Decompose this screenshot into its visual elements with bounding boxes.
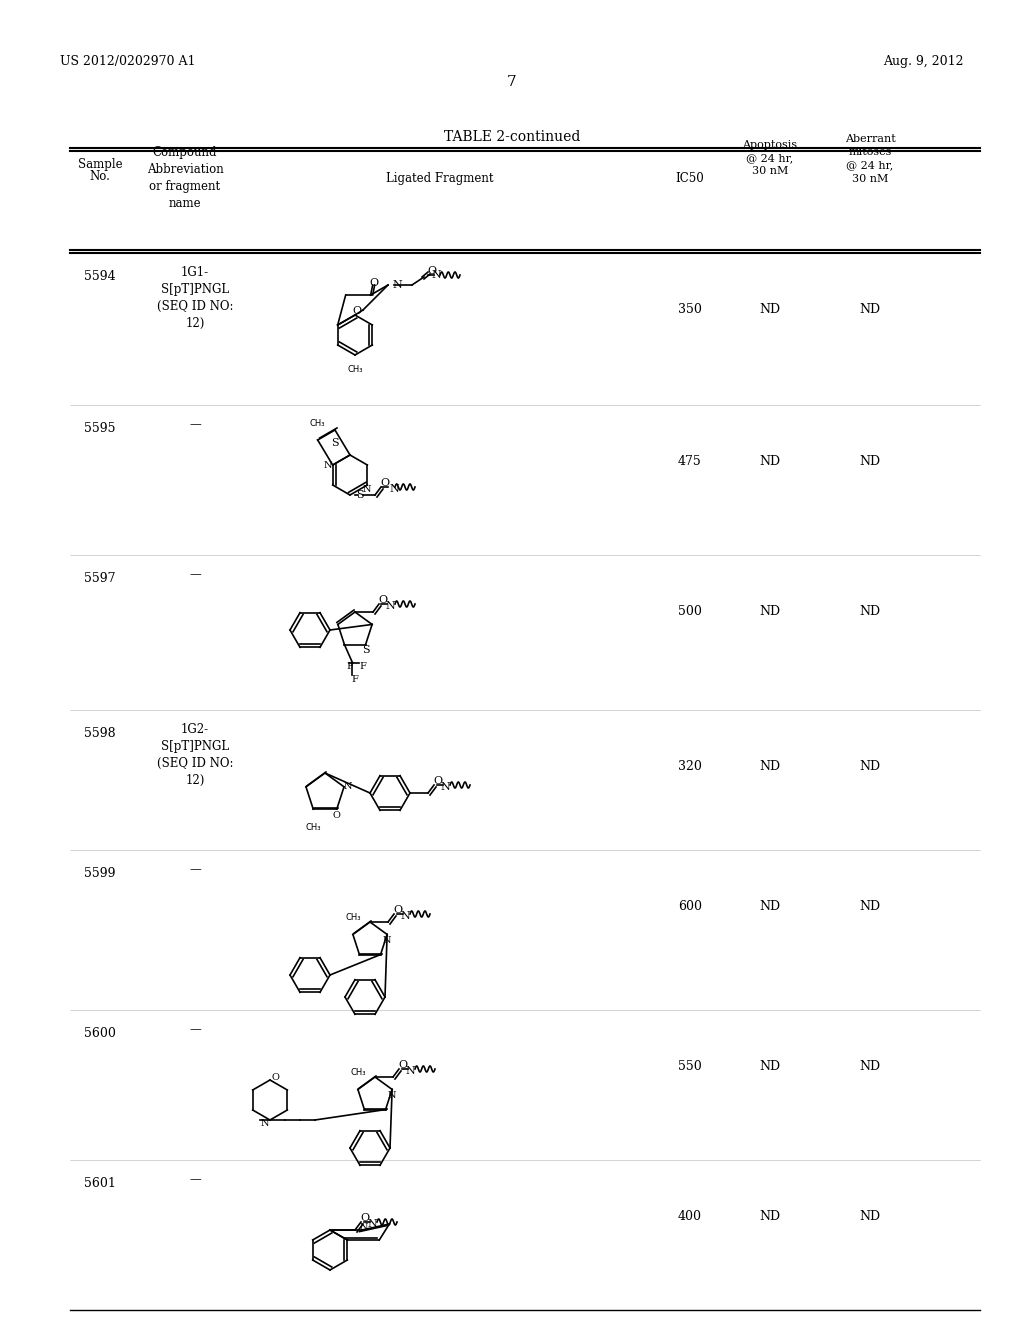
- Text: O: O: [433, 776, 442, 785]
- Text: ND: ND: [859, 1060, 881, 1073]
- Text: N: N: [344, 783, 352, 791]
- Text: N: N: [431, 271, 441, 280]
- Text: O: O: [360, 1213, 370, 1224]
- Text: ND: ND: [760, 605, 780, 618]
- Text: N: N: [385, 601, 395, 611]
- Text: O: O: [352, 305, 361, 315]
- Text: ND: ND: [760, 1060, 780, 1073]
- Text: 320: 320: [678, 760, 701, 774]
- Text: 475: 475: [678, 455, 701, 469]
- Text: ND: ND: [859, 605, 881, 618]
- Text: 5600: 5600: [84, 1027, 116, 1040]
- Text: —: —: [189, 1173, 201, 1185]
- Text: N: N: [368, 1218, 377, 1229]
- Text: Apoptosis
@ 24 hr,
30 nM: Apoptosis @ 24 hr, 30 nM: [742, 140, 798, 177]
- Text: CH₃: CH₃: [347, 366, 362, 374]
- Text: CH₃: CH₃: [310, 418, 326, 428]
- Text: S: S: [356, 490, 364, 500]
- Text: Sample: Sample: [78, 158, 122, 172]
- Text: F: F: [346, 663, 353, 671]
- Text: 400: 400: [678, 1210, 702, 1224]
- Text: 350: 350: [678, 304, 701, 315]
- Text: 600: 600: [678, 900, 702, 913]
- Text: 5594: 5594: [84, 271, 116, 282]
- Text: —: —: [189, 1023, 201, 1036]
- Text: Compound
Abbreviation
or fragment
name: Compound Abbreviation or fragment name: [146, 147, 223, 210]
- Text: N: N: [324, 461, 332, 470]
- Text: 550: 550: [678, 1060, 701, 1073]
- Text: —: —: [189, 568, 201, 581]
- Text: ND: ND: [760, 304, 780, 315]
- Text: O: O: [271, 1072, 279, 1081]
- Text: —: —: [189, 863, 201, 876]
- Text: ND: ND: [760, 900, 780, 913]
- Text: N: N: [261, 1118, 269, 1127]
- Text: 5595: 5595: [84, 422, 116, 436]
- Text: S: S: [331, 437, 338, 447]
- Text: N: N: [406, 1067, 415, 1076]
- Text: 1G1-
S[pT]PNGL
(SEQ ID NO:
12): 1G1- S[pT]PNGL (SEQ ID NO: 12): [157, 267, 233, 330]
- Text: Aberrant
mitoses
@ 24 hr,
30 nM: Aberrant mitoses @ 24 hr, 30 nM: [845, 135, 895, 183]
- Text: ND: ND: [859, 1210, 881, 1224]
- Text: —: —: [189, 418, 201, 432]
- Text: N: N: [383, 936, 391, 945]
- Text: F: F: [359, 663, 366, 671]
- Text: O: O: [398, 1060, 408, 1071]
- Text: O: O: [369, 279, 378, 288]
- Text: O: O: [393, 906, 402, 915]
- Text: 5598: 5598: [84, 727, 116, 741]
- Text: 500: 500: [678, 605, 701, 618]
- Text: 1G2-
S[pT]PNGL
(SEQ ID NO:
12): 1G2- S[pT]PNGL (SEQ ID NO: 12): [157, 723, 233, 787]
- Text: 5597: 5597: [84, 572, 116, 585]
- Text: ND: ND: [859, 304, 881, 315]
- Text: O: O: [427, 267, 436, 276]
- Text: N: N: [392, 280, 401, 290]
- Text: No.: No.: [89, 170, 111, 183]
- Text: 5599: 5599: [84, 867, 116, 880]
- Text: Ligated Fragment: Ligated Fragment: [386, 172, 494, 185]
- Text: ND: ND: [859, 760, 881, 774]
- Text: O: O: [381, 478, 389, 488]
- Text: US 2012/0202970 A1: US 2012/0202970 A1: [60, 55, 196, 69]
- Text: 7: 7: [507, 75, 517, 88]
- Text: ND: ND: [760, 455, 780, 469]
- Text: TABLE 2-continued: TABLE 2-continued: [443, 129, 581, 144]
- Text: ND: ND: [760, 1210, 780, 1224]
- Text: ND: ND: [760, 760, 780, 774]
- Text: N: N: [400, 911, 410, 921]
- Text: S: S: [361, 644, 370, 655]
- Text: CH₃: CH₃: [345, 913, 360, 923]
- Text: IC50: IC50: [676, 172, 705, 185]
- Text: CH₃: CH₃: [305, 824, 321, 832]
- Text: Aug. 9, 2012: Aug. 9, 2012: [884, 55, 964, 69]
- Text: N: N: [364, 486, 372, 495]
- Text: N: N: [389, 484, 398, 494]
- Text: F: F: [351, 675, 357, 684]
- Text: N: N: [440, 781, 450, 792]
- Text: ND: ND: [859, 900, 881, 913]
- Text: N: N: [388, 1090, 396, 1100]
- Text: N: N: [359, 1224, 369, 1233]
- Text: ND: ND: [859, 455, 881, 469]
- Text: O: O: [379, 595, 387, 605]
- Text: 5601: 5601: [84, 1177, 116, 1191]
- Text: CH₃: CH₃: [350, 1068, 366, 1077]
- Text: O: O: [333, 810, 341, 820]
